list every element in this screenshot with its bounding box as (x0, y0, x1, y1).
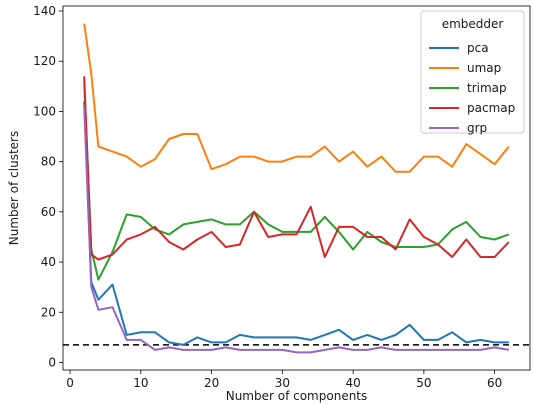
series-line-pacmap (83, 76, 510, 261)
y-axis-label: Number of clusters (7, 131, 21, 245)
series-line-pca (83, 101, 509, 346)
y-tick-label: 100 (33, 104, 56, 118)
x-tick-label: 0 (66, 376, 74, 390)
series-line-umap (83, 23, 510, 173)
legend-label-grp: grp (467, 121, 487, 135)
x-tick-label: 20 (204, 376, 219, 390)
x-tick-label: 10 (133, 376, 148, 390)
x-tick-label: 60 (487, 376, 502, 390)
legend-title: embedder (442, 17, 504, 31)
legend-label-trimap: trimap (467, 81, 507, 95)
x-axis-label: Number of components (226, 389, 368, 403)
y-tick-label: 140 (33, 4, 56, 18)
legend-box (420, 10, 525, 134)
axis-ticks: 0 10 20 30 40 50 60 0 20 40 60 80 100 120 140 (33, 4, 502, 390)
series-line-trimap (83, 81, 510, 281)
legend-label-pca: pca (467, 41, 489, 55)
y-tick-label: 0 (48, 355, 56, 369)
y-tick-label: 80 (41, 155, 56, 169)
y-tick-label: 60 (41, 205, 56, 219)
series-line-grp (83, 106, 509, 354)
x-tick-label: 50 (416, 376, 431, 390)
x-tick-label: 40 (345, 376, 360, 390)
legend-label-umap: umap (467, 61, 501, 75)
y-tick-label: 120 (33, 54, 56, 68)
legend-items: pca umap trimap pacmap grp (429, 41, 515, 135)
x-tick-label: 30 (275, 376, 290, 390)
legend: embedder pca umap trimap pacmap grp (420, 10, 525, 135)
plot-frame (62, 5, 531, 371)
y-tick-label: 20 (41, 305, 56, 319)
series-layer (63, 23, 530, 354)
y-tick-label: 40 (41, 255, 56, 269)
plot-area (63, 23, 530, 354)
legend-label-pacmap: pacmap (467, 101, 515, 115)
